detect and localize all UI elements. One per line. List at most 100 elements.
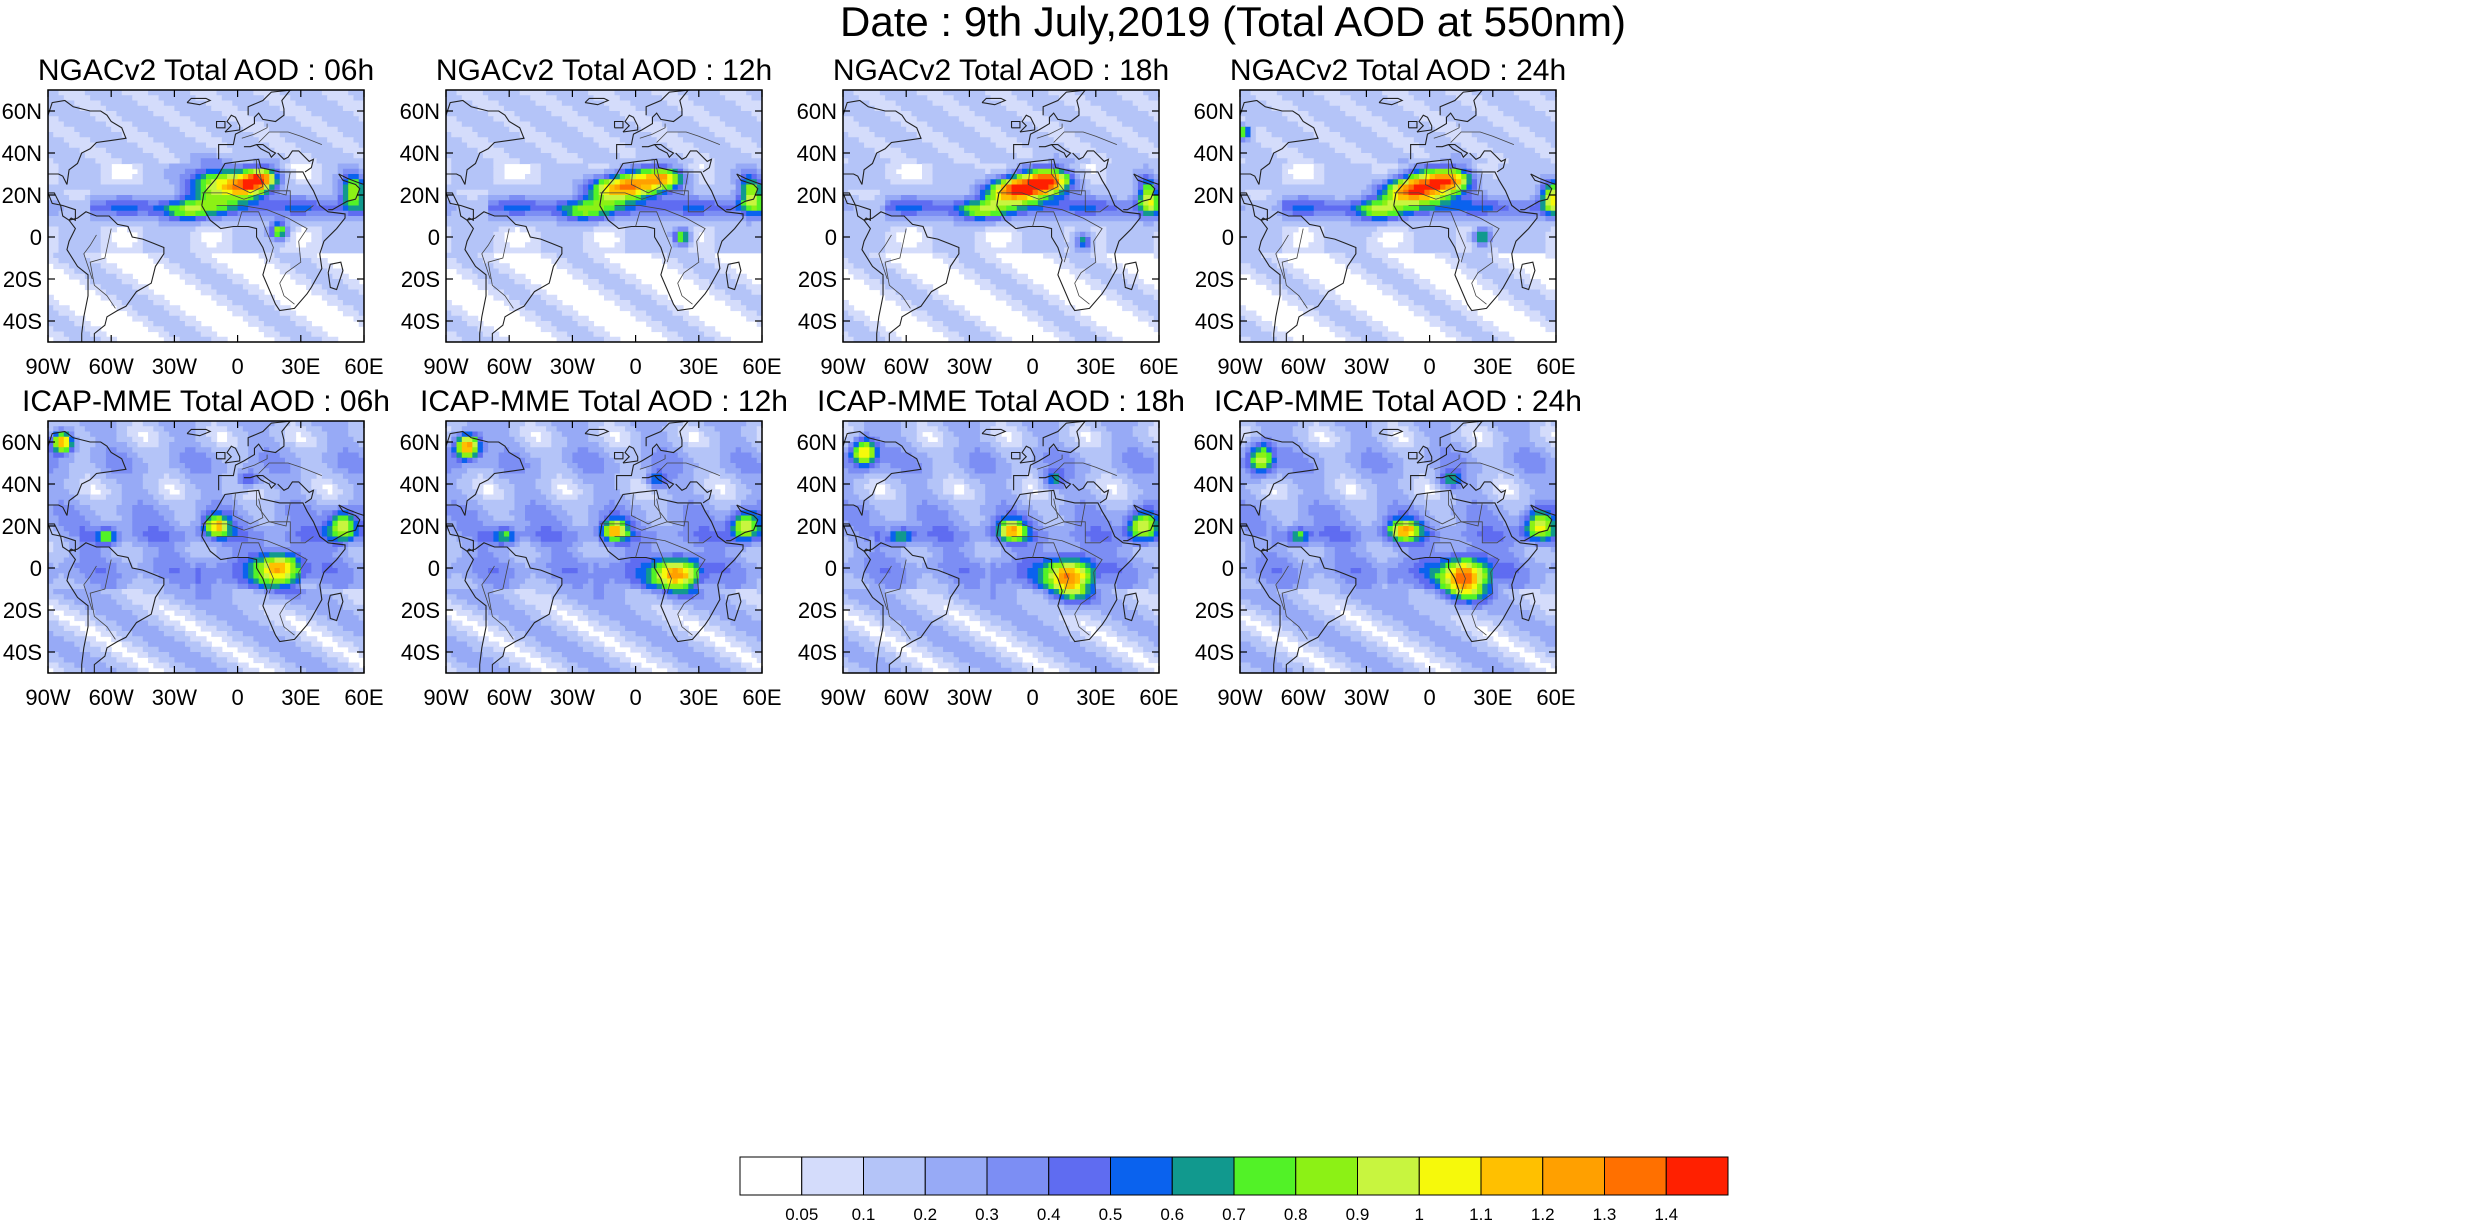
x-tick-label: 30E xyxy=(1076,354,1115,379)
map-panel-ngac-12h: NGACv2 Total AOD : 12h 90W 60W 30W 0 30E 60E 60… xyxy=(400,54,782,379)
x-tick-label: 90W xyxy=(820,354,865,379)
panel-frame xyxy=(47,89,365,343)
aod-field xyxy=(1240,421,1556,673)
x-tick-label: 60W xyxy=(89,354,134,379)
x-tick-label: 30W xyxy=(1344,354,1389,379)
x-tick-label: 60E xyxy=(1536,354,1575,379)
main-title: Date : 9th July,2019 (Total AOD at 550nm… xyxy=(840,0,1626,45)
y-tick-label: 40S xyxy=(3,309,42,334)
y-tick-label: 40S xyxy=(401,309,440,334)
colorbar-label: 1 xyxy=(1415,1205,1424,1222)
y-tick-label: 20S xyxy=(798,267,837,292)
y-tick-label: 20S xyxy=(798,598,837,623)
y-tick-label: 40N xyxy=(1194,141,1234,166)
x-tick-label: 0 xyxy=(1026,354,1038,379)
panel-frame xyxy=(1239,420,1557,674)
aod-field xyxy=(843,90,1159,342)
y-tick-label: 20S xyxy=(1195,598,1234,623)
aod-field xyxy=(843,421,1159,673)
y-tick-label: 60N xyxy=(2,99,42,124)
colorbar-swatch xyxy=(801,1156,864,1196)
x-tick-label: 30E xyxy=(679,685,718,710)
colorbar-swatch xyxy=(1542,1156,1605,1196)
coastlines xyxy=(1240,421,1556,673)
aod-field xyxy=(446,421,762,673)
x-tick-label: 90W xyxy=(423,685,468,710)
coastlines xyxy=(446,90,762,342)
x-tick-label: 60E xyxy=(344,354,383,379)
colorbar-label: 0.2 xyxy=(913,1205,937,1222)
x-tick-label: 60E xyxy=(1139,354,1178,379)
coastlines xyxy=(48,90,364,342)
y-tick-label: 0 xyxy=(30,225,42,250)
x-tick-label: 60E xyxy=(344,685,383,710)
colorbar-label: 0.6 xyxy=(1160,1205,1184,1222)
x-tick-label: 30W xyxy=(152,354,197,379)
colorbar-label: 0.8 xyxy=(1284,1205,1308,1222)
y-tick-label: 20N xyxy=(2,183,42,208)
colorbar-swatch xyxy=(1665,1156,1729,1196)
y-tick-label: 20N xyxy=(797,514,837,539)
colorbar-swatch xyxy=(739,1156,803,1196)
panel-title: NGACv2 Total AOD : 06h xyxy=(38,54,374,87)
x-tick-label: 90W xyxy=(25,685,70,710)
colorbar-swatch xyxy=(1357,1156,1420,1196)
map-panel-icap-18h: ICAP-MME Total AOD : 18h 90W 60W 30W 0 30E 60E… xyxy=(797,385,1185,710)
x-tick-label: 30E xyxy=(281,685,320,710)
y-tick-label: 60N xyxy=(797,430,837,455)
x-tick-label: 60W xyxy=(89,685,134,710)
y-tick-label: 0 xyxy=(1222,225,1234,250)
x-tick-label: 90W xyxy=(1217,354,1262,379)
panel-frame xyxy=(47,420,365,674)
x-tick-label: 30E xyxy=(1473,354,1512,379)
colorbar-label: 1.2 xyxy=(1531,1205,1555,1222)
x-tick-label: 90W xyxy=(423,354,468,379)
x-tick-label: 0 xyxy=(231,685,243,710)
colorbar-label: 0.7 xyxy=(1222,1205,1246,1222)
x-tick-label: 30W xyxy=(550,354,595,379)
x-tick-label: 30W xyxy=(152,685,197,710)
x-tick-label: 30E xyxy=(1473,685,1512,710)
x-tick-label: 30W xyxy=(550,685,595,710)
y-tick-label: 40S xyxy=(1195,309,1234,334)
y-tick-label: 0 xyxy=(825,225,837,250)
x-tick-label: 60E xyxy=(742,685,781,710)
panel-frame xyxy=(445,420,763,674)
x-tick-label: 60W xyxy=(487,354,532,379)
x-tick-label: 0 xyxy=(1423,685,1435,710)
colorbar-label: 0.5 xyxy=(1099,1205,1123,1222)
x-tick-label: 0 xyxy=(1423,354,1435,379)
map-panel-icap-12h: ICAP-MME Total AOD : 12h 90W 60W 30W 0 30E 60E… xyxy=(400,385,788,710)
map-panel-ngac-06h: NGACv2 Total AOD : 06h 90W 60W 30W 0 30E 60E 60… xyxy=(2,54,384,379)
x-tick-label: 0 xyxy=(629,685,641,710)
y-tick-label: 20S xyxy=(1195,267,1234,292)
y-tick-label: 20N xyxy=(400,514,440,539)
y-tick-label: 0 xyxy=(428,556,440,581)
x-tick-label: 30W xyxy=(947,685,992,710)
colorbar-swatch xyxy=(1480,1156,1544,1196)
y-tick-label: 40S xyxy=(1195,640,1234,665)
x-tick-label: 60W xyxy=(884,685,929,710)
colorbar-swatch xyxy=(986,1156,1050,1196)
y-tick-label: 60N xyxy=(1194,430,1234,455)
coastlines xyxy=(843,90,1159,342)
y-tick-label: 60N xyxy=(400,430,440,455)
x-tick-label: 60W xyxy=(487,685,532,710)
x-tick-label: 30W xyxy=(1344,685,1389,710)
y-tick-label: 40N xyxy=(797,141,837,166)
aod-field xyxy=(1240,90,1556,342)
y-tick-label: 0 xyxy=(30,556,42,581)
y-tick-label: 0 xyxy=(428,225,440,250)
y-tick-label: 60N xyxy=(797,99,837,124)
x-tick-label: 30E xyxy=(679,354,718,379)
y-tick-label: 20S xyxy=(401,598,440,623)
y-tick-label: 0 xyxy=(825,556,837,581)
y-tick-label: 0 xyxy=(1222,556,1234,581)
y-tick-label: 40S xyxy=(798,309,837,334)
y-tick-label: 20N xyxy=(1194,183,1234,208)
x-tick-label: 90W xyxy=(820,685,865,710)
panel-title: ICAP-MME Total AOD : 18h xyxy=(817,385,1185,418)
y-tick-label: 40N xyxy=(400,141,440,166)
x-tick-label: 0 xyxy=(231,354,243,379)
coastlines xyxy=(446,421,762,673)
